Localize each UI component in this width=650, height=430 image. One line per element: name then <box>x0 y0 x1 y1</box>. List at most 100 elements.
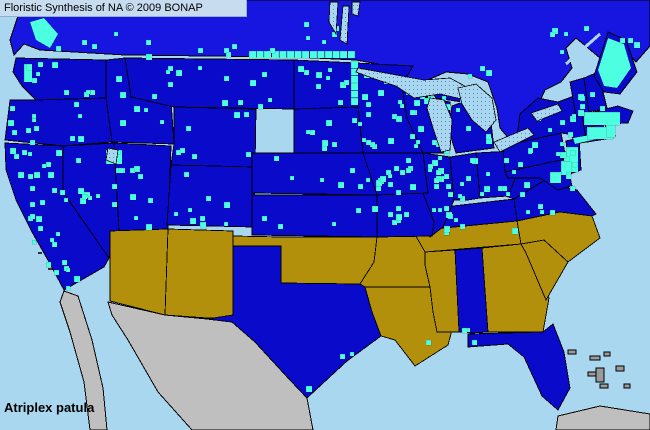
county-marker <box>63 89 70 96</box>
county-lines-nc <box>517 212 600 262</box>
county-marker <box>579 103 586 110</box>
county-lines-fl <box>468 324 570 410</box>
county-marker <box>485 171 491 177</box>
county-marker <box>305 385 313 393</box>
county-marker <box>565 173 572 180</box>
county-marker <box>133 165 140 172</box>
county-marker <box>583 25 590 32</box>
county-marker <box>165 69 171 75</box>
county-marker <box>197 65 203 71</box>
county-marker <box>91 43 98 50</box>
county-marker <box>29 185 36 192</box>
county-marker <box>347 50 355 59</box>
county-marker <box>325 119 333 127</box>
county-marker <box>77 135 85 143</box>
county-marker <box>350 75 359 84</box>
county-marker <box>459 181 465 187</box>
county-marker <box>459 195 466 202</box>
bahamas-island <box>567 349 577 355</box>
county-marker <box>55 231 61 237</box>
st-lawrence-river <box>565 32 601 66</box>
county-marker <box>51 241 58 248</box>
county-marker <box>305 35 311 41</box>
county-marker <box>431 159 439 167</box>
county-marker <box>47 171 55 179</box>
county-marker <box>437 155 443 161</box>
county-marker <box>443 225 451 233</box>
county-marker <box>350 90 359 98</box>
county-marker <box>115 75 123 83</box>
county-marker <box>433 183 440 190</box>
regions-outside-coverage <box>38 252 650 430</box>
county-marker <box>85 89 91 95</box>
county-marker <box>349 351 355 357</box>
county-lines-va <box>514 180 596 221</box>
county-marker <box>447 191 454 198</box>
county-marker <box>199 221 207 229</box>
county-marker <box>569 149 576 156</box>
county-marker <box>119 91 127 99</box>
county-marker <box>159 119 165 125</box>
county-marker <box>511 169 517 175</box>
county-marker <box>111 183 118 190</box>
county-marker <box>479 65 486 72</box>
county-marker <box>571 113 577 119</box>
county-marker <box>191 153 198 160</box>
county-marker <box>599 105 606 112</box>
species-name-label: Atriplex patula <box>4 400 95 415</box>
county-marker <box>415 139 421 145</box>
county-marker <box>371 205 379 213</box>
county-marker <box>437 207 443 213</box>
lake-erie-stipple <box>494 128 534 152</box>
county-lines-wy <box>171 107 256 167</box>
county-marker <box>331 141 338 148</box>
county-marker <box>433 177 440 184</box>
county-marker <box>393 165 400 172</box>
county-marker <box>485 69 493 77</box>
county-marker <box>539 209 545 215</box>
county-marker <box>95 193 101 199</box>
county-marker <box>503 157 510 164</box>
county-marker <box>137 173 144 180</box>
county-marker <box>365 139 372 146</box>
county-marker <box>147 197 154 204</box>
county-marker <box>395 205 402 212</box>
county-marker <box>53 269 60 276</box>
county-marker <box>537 203 544 210</box>
county-marker <box>339 353 346 360</box>
county-marker <box>261 215 268 222</box>
bahamas-island <box>589 355 601 361</box>
county-marker <box>467 73 473 79</box>
county-marker <box>569 185 576 192</box>
county-marker <box>261 71 268 78</box>
county-marker <box>81 39 88 46</box>
county-lines-sd <box>294 107 363 153</box>
county-marker <box>31 117 37 123</box>
county-marker-patch <box>549 171 562 184</box>
county-marker <box>129 193 137 201</box>
county-marker <box>549 209 556 216</box>
county-marker <box>365 101 372 108</box>
county-marker <box>37 61 44 68</box>
county-marker <box>559 151 567 159</box>
county-marker <box>197 47 204 54</box>
county-marker <box>337 99 344 106</box>
county-lines-in <box>450 153 480 200</box>
county-marker <box>167 65 174 72</box>
county-marker <box>7 119 15 127</box>
county-marker <box>361 137 367 143</box>
county-marker <box>145 53 153 61</box>
county-marker <box>279 50 287 59</box>
county-marker <box>317 50 325 59</box>
county-marker <box>33 125 40 132</box>
county-marker <box>27 151 33 157</box>
county-marker <box>501 185 508 192</box>
county-marker <box>73 101 80 108</box>
county-marker <box>25 63 33 71</box>
county-lines-ca <box>5 143 109 290</box>
county-marker <box>271 50 279 59</box>
lake-manitoba-stipple <box>340 6 349 44</box>
county-marker <box>485 133 492 140</box>
